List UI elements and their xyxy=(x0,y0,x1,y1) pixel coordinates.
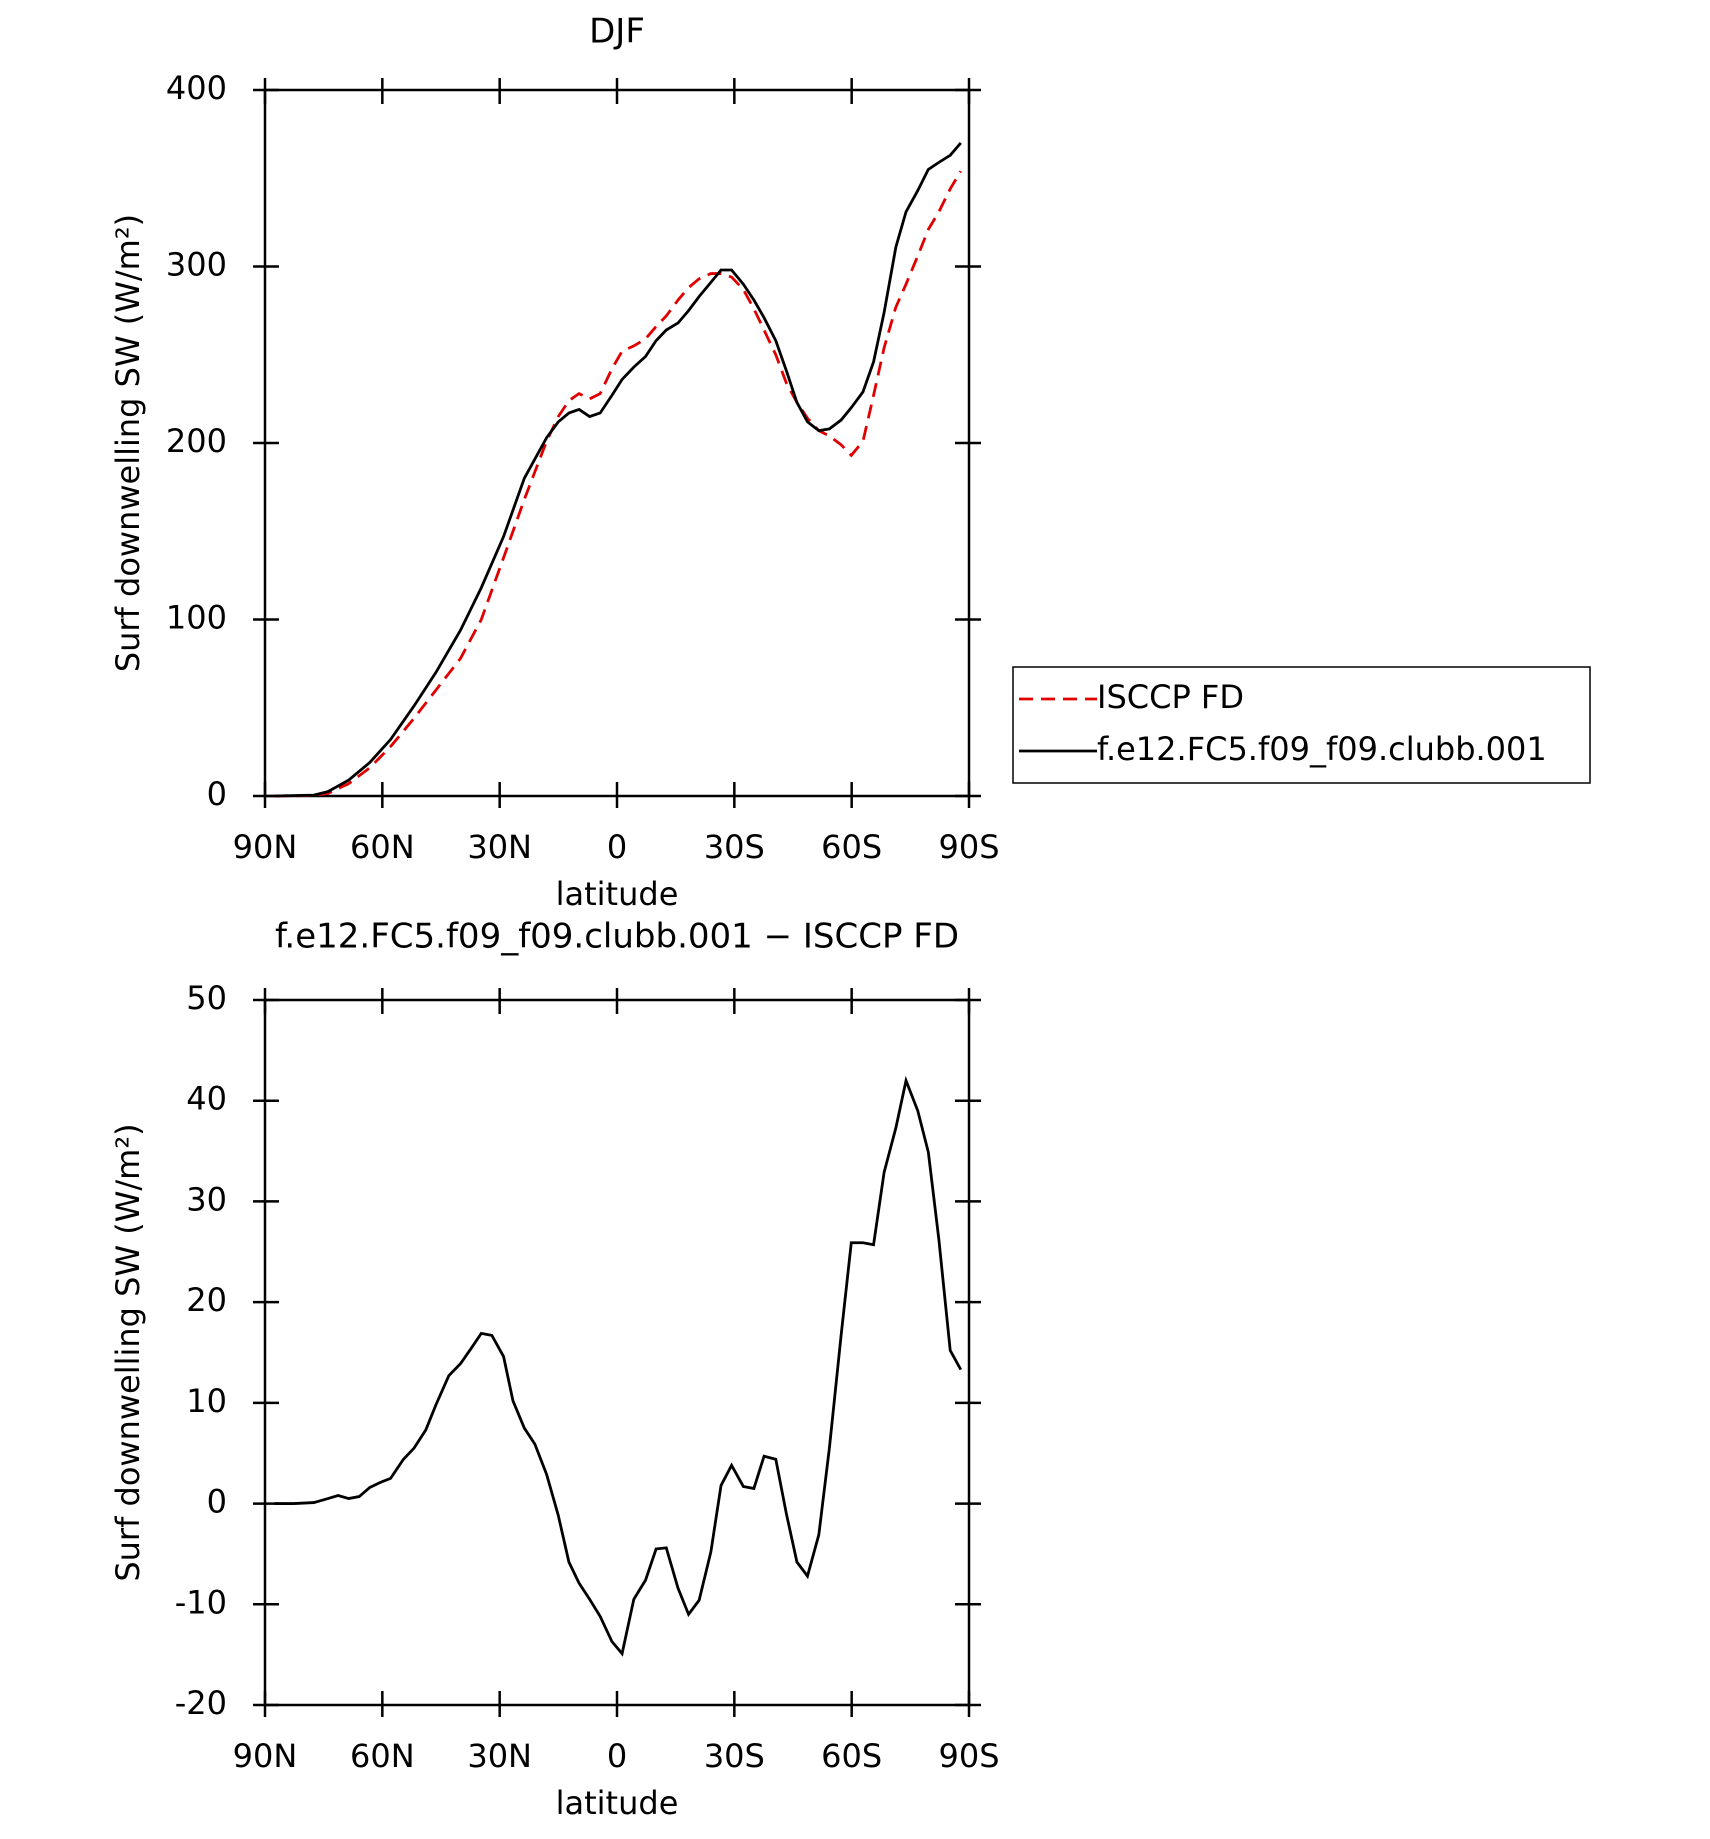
chart-title: DJF xyxy=(589,12,645,52)
y-tick-label: 200 xyxy=(166,422,227,460)
y-tick-label: 300 xyxy=(166,246,227,284)
y-axis-label: Surf downwelling SW (W/m²) xyxy=(109,1123,147,1581)
y-tick-label: 40 xyxy=(186,1080,227,1118)
x-tick-label: 60N xyxy=(350,1737,415,1775)
y-axis-label: Surf downwelling SW (W/m²) xyxy=(109,214,147,672)
legend-label: ISCCP FD xyxy=(1097,678,1244,716)
data-line xyxy=(274,142,962,798)
x-tick-label: 60S xyxy=(821,828,882,866)
data-line xyxy=(274,1075,963,1657)
x-tick-label: 90N xyxy=(233,828,298,866)
y-tick-label: 0 xyxy=(207,775,227,813)
y-tick-label: 0 xyxy=(207,1483,227,1521)
legend-box xyxy=(1012,666,1591,784)
chart-title: f.e12.FC5.f09_f09.clubb.001 − ISCCP FD xyxy=(275,917,959,957)
y-tick-label: 50 xyxy=(186,979,227,1017)
x-tick-label: 90S xyxy=(938,1737,999,1775)
x-tick-label: 30N xyxy=(467,828,532,866)
x-axis-label: latitude xyxy=(556,1784,679,1822)
y-tick-label: 30 xyxy=(186,1180,227,1218)
x-tick-label: 30N xyxy=(467,1737,532,1775)
data-line xyxy=(274,170,962,798)
y-tick-label: 100 xyxy=(166,599,227,637)
y-tick-label: 20 xyxy=(186,1281,227,1319)
legend-label: f.e12.FC5.f09_f09.clubb.001 xyxy=(1097,730,1547,768)
x-tick-label: 30S xyxy=(704,1737,765,1775)
y-tick-label: 10 xyxy=(186,1382,227,1420)
x-tick-label: 60S xyxy=(821,1737,882,1775)
x-tick-label: 90N xyxy=(233,1737,298,1775)
plot-frame xyxy=(263,88,971,798)
x-tick-label: 30S xyxy=(704,828,765,866)
y-tick-label: 400 xyxy=(166,69,227,107)
plot-frame xyxy=(263,998,971,1707)
x-tick-label: 0 xyxy=(607,828,627,866)
y-tick-label: -20 xyxy=(175,1684,227,1722)
x-tick-label: 60N xyxy=(350,828,415,866)
x-tick-label: 0 xyxy=(607,1737,627,1775)
x-tick-label: 90S xyxy=(938,828,999,866)
x-axis-label: latitude xyxy=(556,875,679,913)
y-tick-label: -10 xyxy=(175,1583,227,1621)
